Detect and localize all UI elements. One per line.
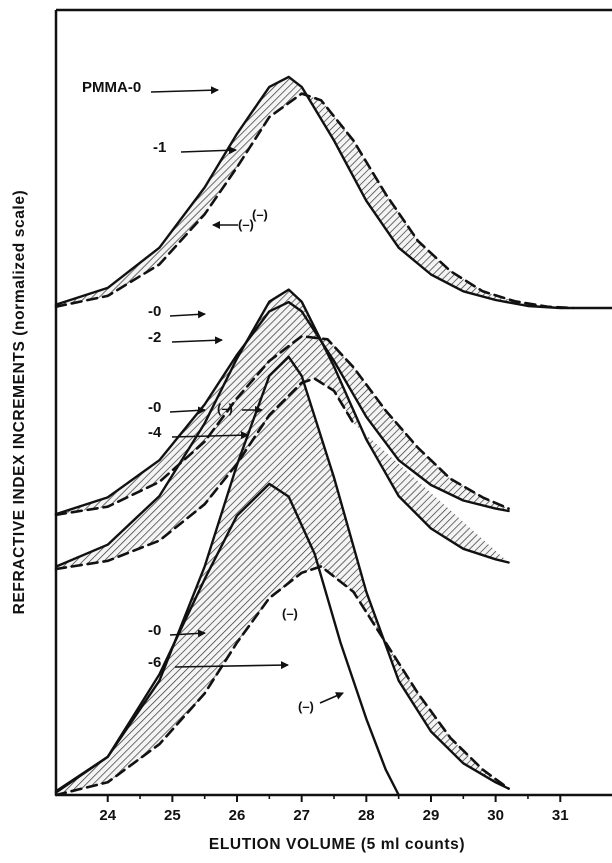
annotation-minus-0-label-4: -0 — [148, 622, 161, 639]
x-tick-label-31: 31 — [552, 807, 569, 824]
annotation-minus-0-label-2: -0 — [148, 303, 161, 320]
panel-2-series-2-dashed-curve — [54, 334, 510, 517]
curves — [54, 75, 612, 797]
annotation-pmma-0-label: PMMA-0 — [82, 79, 141, 96]
annotation-minus-1-label: -1 — [153, 139, 166, 156]
annotation-arrow-minus-6-label — [174, 661, 289, 670]
annotation-arrow-minus-4-label — [171, 431, 249, 440]
x-axis-tick-labels: 24 25 26 27 28 29 30 31 — [99, 807, 568, 824]
x-tick-label-27: 27 — [293, 807, 310, 824]
annotation-minus-6-label: -6 — [148, 654, 161, 671]
panel-3-series-2-dashed-curve — [54, 377, 355, 571]
panel-1-shaded-area — [56, 76, 612, 309]
x-tick-label-25: 25 — [164, 807, 181, 824]
panel-1-series-2-dashed-curve — [54, 92, 575, 310]
annotation-minus-4-label: -4 — [148, 424, 162, 441]
x-axis-label: ELUTION VOLUME (5 ml counts) — [209, 836, 465, 853]
x-tick-label-30: 30 — [487, 807, 504, 824]
annotation-paren-left-top: (–) — [238, 217, 254, 232]
annotation-arrow-minus-0-label-4 — [169, 629, 206, 638]
annotation-minus-0-label-3: -0 — [148, 399, 161, 416]
x-tick-label-24: 24 — [99, 807, 116, 824]
annotations: PMMA-0-1(–)(–)-0-2-0 (–)-4-0(–)-6(–) — [82, 79, 344, 714]
annotation-arrow-minus-1-label — [180, 146, 237, 155]
panel-4-series-3-dashed-curve — [54, 565, 510, 797]
annotation-arrow-minus-2-label — [171, 336, 223, 345]
panel-2-series-1-solid-curve — [54, 300, 510, 516]
annotation-arrow-minus-0-label-2 — [169, 310, 206, 319]
annotation-arrow-minus-0-label-3 — [169, 406, 206, 415]
panel-4-shaded-area — [56, 356, 509, 795]
panel-3-series-1-solid-curve — [54, 288, 510, 568]
x-tick-label-26: 26 — [229, 807, 246, 824]
panel-1-series-1-solid-curve — [54, 75, 612, 310]
x-axis-ticks — [106, 795, 562, 802]
annotation-paren-panel4-top: (–) — [282, 606, 298, 621]
annotation-minus-2-label: -2 — [148, 329, 161, 346]
panel-3-shaded-area — [56, 289, 509, 569]
x-tick-label-29: 29 — [423, 807, 440, 824]
annotation-paren-top-panel2: (–) — [252, 207, 268, 222]
shaded-difference-areas — [56, 76, 612, 795]
panel-2-shaded-area — [56, 302, 509, 515]
y-axis-label: REFRACTIVE INDEX INCREMENTS (normalized … — [11, 190, 28, 615]
annotation-arrow-pmma-0-label — [150, 86, 219, 95]
x-tick-label-28: 28 — [358, 807, 375, 824]
panel-4-series-2-solid-curve — [54, 482, 400, 797]
annotation-paren-panel3: (–) — [217, 401, 233, 416]
annotation-arrow-paren-panel4-right — [319, 692, 344, 704]
annotation-paren-panel4-right: (–) — [298, 699, 314, 714]
